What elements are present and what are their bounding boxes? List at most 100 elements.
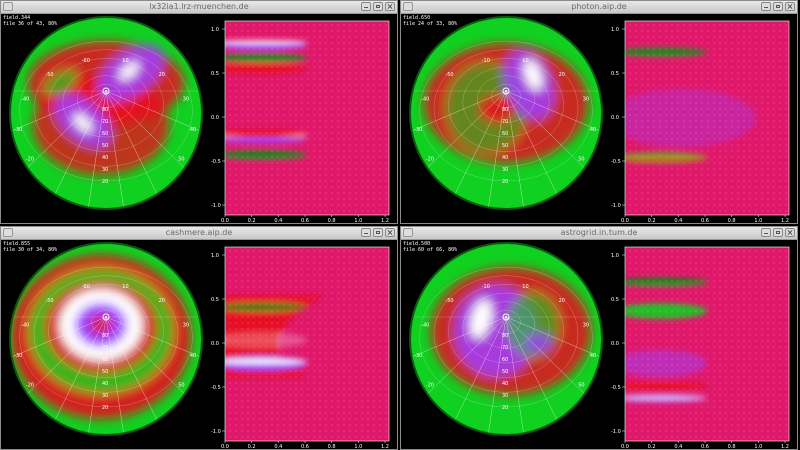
sphere-plot: 80 70 60 50 40 30 20 -20 -30 -40 -50 -10 10 20 30 40 50 xyxy=(409,242,603,436)
x-tick-label: 0.0 xyxy=(621,218,629,223)
window-title: lx32ia1.lrz-muenchen.de xyxy=(149,2,249,11)
window-titlebar[interactable]: astrogrid.in.tum.de xyxy=(401,227,797,240)
field-label: field.500 xyxy=(403,241,431,247)
x-tick-label: 1.0 xyxy=(354,444,362,449)
longitude-label: 20 xyxy=(559,72,565,78)
latitude-label: 20 xyxy=(102,179,108,185)
longitude-label: 20 xyxy=(159,298,165,304)
window-menu-icon[interactable] xyxy=(403,2,413,11)
latitude-label: 50 xyxy=(102,369,108,375)
x-tick-label: 0.6 xyxy=(701,444,709,449)
close-icon[interactable] xyxy=(385,228,395,237)
latitude-label: 30 xyxy=(502,393,508,399)
y-tick-label: 1.0 xyxy=(211,27,219,33)
window-titlebar[interactable]: cashmere.aip.de xyxy=(1,227,397,240)
maximize-icon[interactable] xyxy=(773,228,783,237)
y-tick-label: 0.5 xyxy=(211,297,219,303)
visualization-canvas: 80 70 60 50 40 30 20 -20 -30 -40 -50 -10 10 20 30 40 50 1… xyxy=(409,242,790,449)
close-icon[interactable] xyxy=(385,2,395,11)
pole-marker xyxy=(102,313,110,321)
vector-field xyxy=(629,24,787,212)
minimize-icon[interactable] xyxy=(361,2,371,11)
x-tick-label: 0.4 xyxy=(674,444,682,449)
window-titlebar[interactable]: lx32ia1.lrz-muenchen.de xyxy=(1,1,397,14)
window-titlebar[interactable]: photon.aip.de xyxy=(401,1,797,14)
longitude-label: 20 xyxy=(559,298,565,304)
latitude-label: 50 xyxy=(502,369,508,375)
sphere-grid xyxy=(10,40,202,209)
vector-field xyxy=(629,250,787,438)
maximize-icon[interactable] xyxy=(773,2,783,11)
longitude-label: 40 xyxy=(190,353,196,359)
window-menu-icon[interactable] xyxy=(3,2,13,11)
longitude-label: -60 xyxy=(82,58,90,64)
x-tick-label: 0.0 xyxy=(621,444,629,449)
x-tick-label: 0.8 xyxy=(328,218,336,223)
maximize-icon[interactable] xyxy=(373,2,383,11)
x-tick-label: 1.2 xyxy=(381,218,389,223)
latitude-label: 40 xyxy=(502,155,508,161)
render-window-3: cashmere.aip.de 80 70 60 50 40 30 20 -20 -30 -40 -… xyxy=(0,226,398,450)
longitude-label: -40 xyxy=(21,323,29,329)
latitude-label: 70 xyxy=(102,119,108,125)
file-label: file 60 of 66, 80% xyxy=(403,247,458,253)
minimize-icon[interactable] xyxy=(361,228,371,237)
latitude-label: 60 xyxy=(102,131,108,137)
latitude-label: 20 xyxy=(502,179,508,185)
close-icon[interactable] xyxy=(785,228,795,237)
profile-panel: 1.0 0.5 0.0 -0.5 -1.0 0.0 0.2 0.4 0.6 0.8 1.0 1.2 xyxy=(211,20,390,223)
latitude-label: 80 xyxy=(102,333,108,339)
window-menu-icon[interactable] xyxy=(3,228,13,237)
field-label: field.855 xyxy=(3,241,31,247)
y-tick-label: -1.0 xyxy=(211,203,221,209)
longitude-label: -40 xyxy=(421,97,429,103)
sphere-grid xyxy=(410,266,602,435)
maximize-icon[interactable] xyxy=(373,228,383,237)
panel-background xyxy=(625,247,789,441)
y-tick-label: -1.0 xyxy=(611,429,621,435)
render-window-4: astrogrid.in.tum.de 80 70 60 50 40 30 20 -20 -30… xyxy=(400,226,798,450)
longitude-label: -60 xyxy=(82,284,90,290)
longitude-label: 50 xyxy=(578,382,584,388)
y-tick-label: 1.0 xyxy=(611,253,619,259)
latitude-label: 40 xyxy=(502,381,508,387)
close-icon[interactable] xyxy=(785,2,795,11)
longitude-label: 40 xyxy=(190,127,196,133)
y-tick-label: 1.0 xyxy=(211,253,219,259)
latitude-label: 60 xyxy=(502,131,508,137)
window-title: astrogrid.in.tum.de xyxy=(560,228,638,237)
pole-marker xyxy=(102,87,110,95)
y-tick-label: 0.0 xyxy=(211,341,219,347)
longitude-label: 50 xyxy=(178,382,184,388)
x-tick-label: 0.4 xyxy=(274,218,282,223)
latitude-label: 80 xyxy=(502,107,508,113)
x-tick-label: 0.8 xyxy=(328,444,336,449)
longitude-label: 30 xyxy=(583,323,589,329)
visualization-canvas: 80 70 60 50 40 30 20 -20 -30 -40 -50 -10 10 20 30 40 50 1… xyxy=(409,16,790,223)
vector-field xyxy=(229,24,387,212)
longitude-label: 30 xyxy=(583,97,589,103)
y-tick-label: 0.5 xyxy=(611,297,619,303)
longitude-label: -30 xyxy=(14,353,22,359)
visualization-canvas: 80 70 60 50 40 30 20 -20 -30 -40 -50 -60 10 20 30 40 50 1… xyxy=(9,242,390,449)
latitude-label: 80 xyxy=(102,107,108,113)
latitude-label: 70 xyxy=(102,345,108,351)
longitude-label: 10 xyxy=(522,284,528,290)
latitude-label: 80 xyxy=(502,333,508,339)
minimize-icon[interactable] xyxy=(761,2,771,11)
x-tick-label: 0.0 xyxy=(221,218,229,223)
sphere-plot: 80 70 60 50 40 30 20 -20 -30 -40 -50 -10 10 20 30 40 50 xyxy=(409,16,603,210)
y-tick-label: 0.5 xyxy=(611,71,619,77)
longitude-label: -40 xyxy=(421,323,429,329)
x-tick-label: 1.2 xyxy=(781,218,789,223)
x-tick-label: 0.8 xyxy=(728,444,736,449)
x-tick-label: 0.6 xyxy=(301,444,309,449)
minimize-icon[interactable] xyxy=(761,228,771,237)
longitude-label: -10 xyxy=(482,58,490,64)
x-tick-label: 0.0 xyxy=(221,444,229,449)
longitude-label: 40 xyxy=(590,353,596,359)
window-menu-icon[interactable] xyxy=(403,228,413,237)
longitude-label: -50 xyxy=(445,298,453,304)
latitude-label: 30 xyxy=(502,167,508,173)
sphere-plot: 80 70 60 50 40 30 20 -20 -30 -40 -50 -60 10 20 30 40 50 xyxy=(9,242,203,436)
